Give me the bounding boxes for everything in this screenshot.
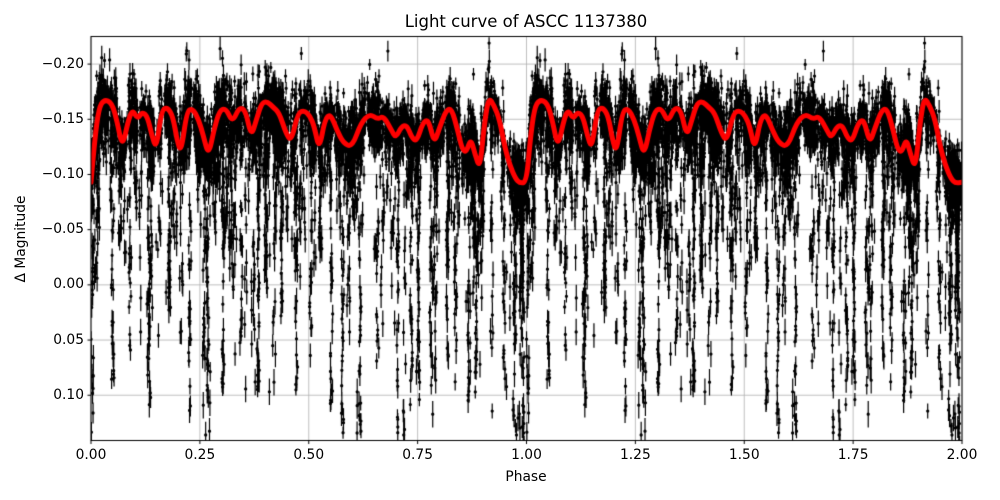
x-tick-label: 1.75 <box>837 447 869 463</box>
x-axis-label: Phase <box>505 469 547 485</box>
y-axis-label: Δ Magnitude <box>13 195 29 283</box>
x-tick-label: 1.50 <box>728 447 760 463</box>
x-tick-label: 0.25 <box>184 447 216 463</box>
y-tick-label: 0.10 <box>53 386 84 403</box>
y-tick-label: −0.20 <box>41 55 84 72</box>
y-tick-label: 0.05 <box>53 331 84 348</box>
x-tick-label: 0.00 <box>75 447 107 463</box>
x-tick-label: 0.50 <box>293 447 325 463</box>
x-tick-label: 1.25 <box>620 447 651 463</box>
y-tick-label: 0.00 <box>53 276 84 293</box>
y-tick-label: −0.15 <box>41 110 84 127</box>
x-tick-label: 0.75 <box>402 447 433 463</box>
y-tick-label: −0.10 <box>41 165 84 182</box>
x-tick-label: 1.00 <box>511 447 542 463</box>
x-tick-label: 2.00 <box>946 447 978 463</box>
chart-title: Light curve of ASCC 1137380 <box>404 12 648 31</box>
y-tick-label: −0.05 <box>41 221 84 238</box>
